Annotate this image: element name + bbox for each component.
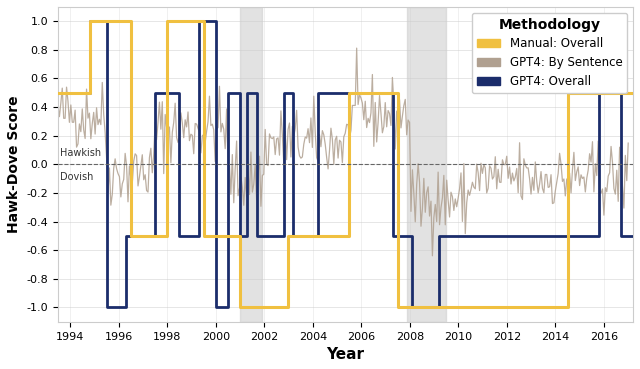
- X-axis label: Year: Year: [326, 347, 365, 362]
- Legend: Manual: Overall, GPT4: By Sentence, GPT4: Overall: Manual: Overall, GPT4: By Sentence, GPT4…: [472, 13, 627, 93]
- Text: Hawkish: Hawkish: [60, 148, 102, 158]
- Text: Dovish: Dovish: [60, 172, 94, 182]
- Bar: [240, 7, 262, 322]
- Bar: [408, 7, 446, 322]
- Y-axis label: Hawk-Dove Score: Hawk-Dove Score: [7, 96, 21, 233]
